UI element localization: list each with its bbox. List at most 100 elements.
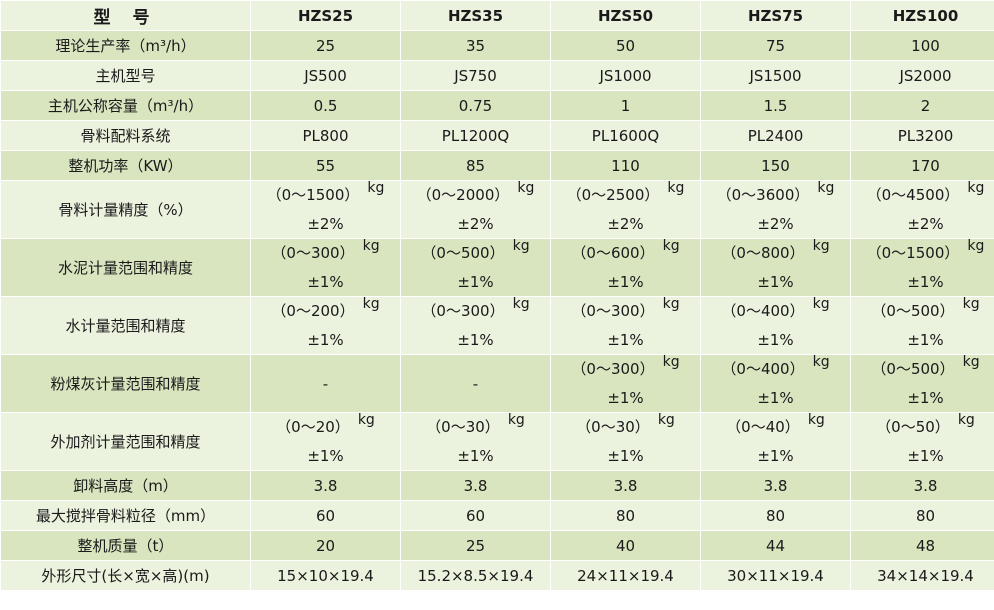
range-cell: （0～300） kg ±1% [250, 238, 401, 297]
cell-value: 15.2×8.5×19.4 [400, 560, 551, 591]
cell-value: JS1500 [700, 60, 851, 91]
range-cell: （0～200） kg ±1% [250, 296, 401, 355]
precision-text: ±2% [307, 215, 344, 233]
cell-value: 170 [850, 150, 994, 181]
range-cell: （0～30） kg ±1% [400, 412, 551, 471]
cell-value: 40 [550, 530, 701, 561]
range-text: （0～400） [721, 302, 805, 320]
range-text: （0～20） [276, 418, 350, 436]
unit-text: kg [667, 180, 685, 196]
unit-text: kg [512, 238, 530, 254]
row-label: 最大搅拌骨料粒径（mm） [0, 500, 251, 531]
table-row: 外形尺寸(长×宽×高)(m) 15×10×19.4 15.2×8.5×19.4 … [0, 560, 994, 591]
unit-text: kg [812, 238, 830, 254]
range-text: （0～30） [576, 418, 650, 436]
range-text: （0～3600） [716, 186, 810, 204]
row-label: 水计量范围和精度 [0, 296, 251, 355]
precision-text: ±1% [607, 447, 644, 465]
precision-text: ±2% [757, 215, 794, 233]
table-row: 最大搅拌骨料粒径（mm） 60 60 80 80 80 [0, 500, 994, 531]
row-label: 外形尺寸(长×宽×高)(m) [0, 560, 251, 591]
spec-table: 型 号 HZS25 HZS35 HZS50 HZS75 HZS100 理论生产率… [0, 0, 994, 591]
row-label: 主机公称容量（m³/h） [0, 90, 251, 121]
row-label: 整机功率（KW） [0, 150, 251, 181]
cell-value: 20 [250, 530, 401, 561]
cell-value: 80 [850, 500, 994, 531]
unit-text: kg [662, 296, 680, 312]
precision-text: ±1% [907, 447, 944, 465]
model-header: HZS35 [400, 0, 551, 31]
cell-value: 44 [700, 530, 851, 561]
row-label: 水泥计量范围和精度 [0, 238, 251, 297]
range-cell: （0～400） kg ±1% [700, 354, 851, 413]
cell-value: 30×11×19.4 [700, 560, 851, 591]
unit-text: kg [957, 412, 975, 428]
range-cell: （0～40） kg ±1% [700, 412, 851, 471]
range-text: （0～500） [871, 360, 955, 378]
range-cell: （0～300） kg ±1% [550, 354, 701, 413]
table-row: 卸料高度（m） 3.8 3.8 3.8 3.8 3.8 [0, 470, 994, 501]
cell-value: PL1200Q [400, 120, 551, 151]
range-text: （0～300） [421, 302, 505, 320]
range-cell: （0～1500） kg ±2% [250, 180, 401, 239]
range-cell: （0～3600） kg ±2% [700, 180, 851, 239]
precision-text: ±1% [757, 389, 794, 407]
cell-value: JS500 [250, 60, 401, 91]
range-text: （0～50） [876, 418, 950, 436]
precision-text: ±2% [907, 215, 944, 233]
model-header: HZS75 [700, 0, 851, 31]
range-cell: （0～300） kg ±1% [550, 296, 701, 355]
precision-text: ±1% [607, 273, 644, 291]
precision-text: ±2% [457, 215, 494, 233]
cell-value: - [400, 354, 551, 413]
cell-value: 25 [400, 530, 551, 561]
cell-value: 50 [550, 30, 701, 61]
cell-value: 3.8 [400, 470, 551, 501]
cell-value: PL1600Q [550, 120, 701, 151]
cell-value: 15×10×19.4 [250, 560, 401, 591]
precision-text: ±1% [907, 331, 944, 349]
model-header: HZS25 [250, 0, 401, 31]
table-row: 水泥计量范围和精度 （0～300） kg ±1% （0～500） kg ±1% （0… [0, 238, 994, 297]
unit-text: kg [657, 412, 675, 428]
cell-value: 3.8 [700, 470, 851, 501]
model-header: HZS100 [850, 0, 994, 31]
range-text: （0～2000） [416, 186, 510, 204]
model-header: HZS50 [550, 0, 701, 31]
unit-text: kg [507, 412, 525, 428]
cell-value: 0.5 [250, 90, 401, 121]
table-row: 水计量范围和精度 （0～200） kg ±1% （0～300） kg ±1% （0～… [0, 296, 994, 355]
cell-value: 24×11×19.4 [550, 560, 701, 591]
cell-value: JS1000 [550, 60, 701, 91]
model-column-header: 型 号 [0, 0, 251, 31]
row-label: 粉煤灰计量范围和精度 [0, 354, 251, 413]
unit-text: kg [967, 238, 985, 254]
precision-text: ±1% [757, 447, 794, 465]
cell-value: 1.5 [700, 90, 851, 121]
precision-text: ±1% [457, 331, 494, 349]
range-text: （0～1500） [866, 244, 960, 262]
range-text: （0～30） [426, 418, 500, 436]
row-label: 骨料配料系统 [0, 120, 251, 151]
unit-text: kg [967, 180, 985, 196]
unit-text: kg [362, 296, 380, 312]
cell-value: 80 [550, 500, 701, 531]
unit-text: kg [512, 296, 530, 312]
cell-value: 100 [850, 30, 994, 61]
table-row: 主机型号 JS500 JS750 JS1000 JS1500 JS2000 [0, 60, 994, 91]
range-text: （0～800） [721, 244, 805, 262]
precision-text: ±1% [907, 273, 944, 291]
range-text: （0～40） [726, 418, 800, 436]
range-text: （0～200） [271, 302, 355, 320]
range-text: （0～400） [721, 360, 805, 378]
row-label: 整机质量（t） [0, 530, 251, 561]
row-label: 外加剂计量范围和精度 [0, 412, 251, 471]
precision-text: ±1% [457, 447, 494, 465]
range-cell: （0～2500） kg ±2% [550, 180, 701, 239]
cell-value: JS2000 [850, 60, 994, 91]
unit-text: kg [962, 296, 980, 312]
cell-value: 60 [400, 500, 551, 531]
range-cell: （0～30） kg ±1% [550, 412, 701, 471]
range-cell: （0～50） kg ±1% [850, 412, 994, 471]
unit-text: kg [367, 180, 385, 196]
